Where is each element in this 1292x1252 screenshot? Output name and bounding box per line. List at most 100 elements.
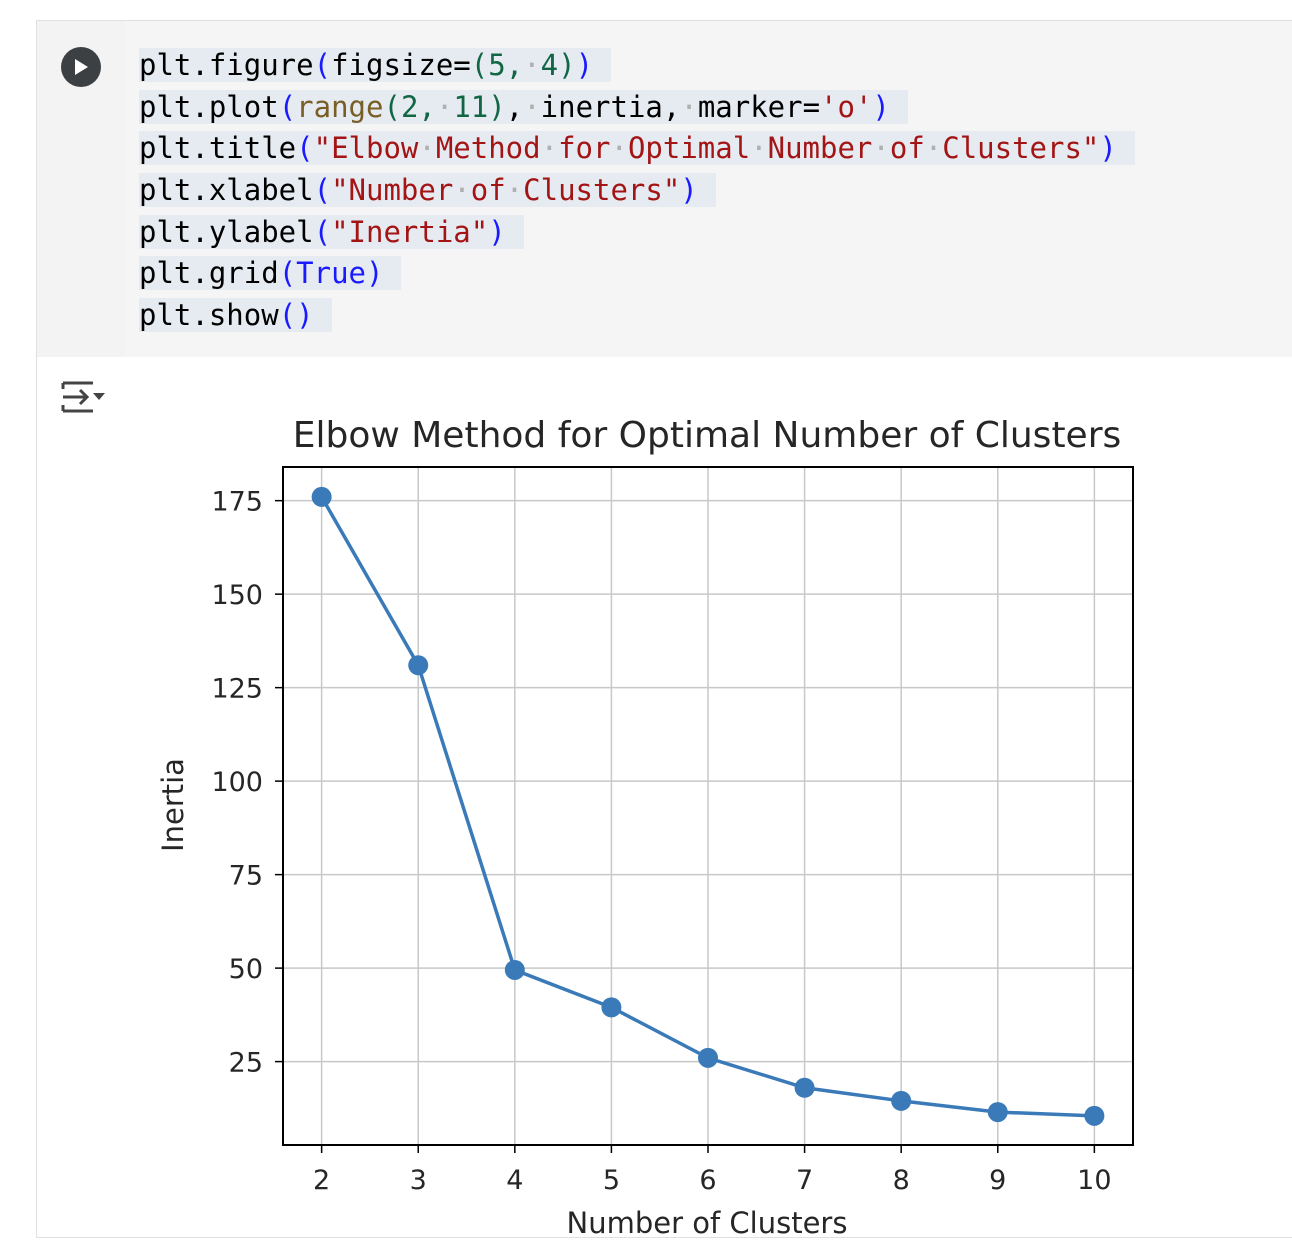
code-token: · — [453, 173, 471, 208]
code-token: ) — [366, 256, 384, 291]
code-token: 11 — [453, 89, 489, 124]
data-point — [794, 1077, 815, 1098]
data-point — [601, 997, 622, 1018]
data-point — [891, 1090, 912, 1111]
cell-gutter — [37, 21, 125, 357]
code-token: "Elbow — [313, 131, 419, 166]
x-axis-label: Number of Clusters — [567, 1206, 848, 1237]
code-token: "Inertia" — [331, 214, 489, 249]
code-token: of — [889, 131, 925, 166]
y-tick-label: 150 — [211, 580, 263, 611]
code-token: Clusters" — [523, 173, 681, 208]
data-point — [311, 486, 332, 507]
code-line[interactable]: plt.grid(True) — [139, 253, 1135, 295]
code-token: · — [418, 131, 436, 166]
y-tick-label: 50 — [229, 954, 263, 985]
code-token: for — [558, 131, 611, 166]
code-token: ( — [470, 48, 489, 82]
tick-labels: 2 3 4 5 6 7 8 9 10 25 50 75 100 125 150 175 — [211, 487, 1111, 1196]
code-token: ( — [313, 48, 332, 82]
elbow-chart: Elbow Method for Optimal Number of Clust… — [156, 415, 1134, 1240]
code-token: 5, — [488, 48, 524, 82]
code-token: ) — [488, 89, 506, 124]
code-line[interactable]: plt.figure(figsize=(5,·4)) — [139, 45, 1135, 87]
x-tick-label: 4 — [506, 1165, 523, 1196]
run-cell-button[interactable] — [61, 47, 101, 87]
code-line[interactable]: plt.ylabel("Inertia") — [139, 212, 1135, 254]
code-token: plt.title — [139, 131, 297, 166]
code-token: "Number — [331, 173, 454, 208]
data-markers — [311, 486, 1105, 1126]
output-area: Elbow Method for Optimal Number of Clust… — [37, 357, 1292, 1240]
code-line[interactable]: plt.title("Elbow·Method·for·Optimal·Numb… — [139, 128, 1135, 170]
output-toggle-button[interactable] — [59, 377, 107, 417]
code-token: ( — [296, 131, 314, 166]
code-token: · — [610, 131, 628, 166]
code-token: marker= — [697, 89, 821, 124]
code-line[interactable]: plt.plot(range(2,·11),·inertia,·marker='… — [139, 87, 1135, 129]
code-token: · — [750, 131, 768, 166]
x-tick-label: 9 — [989, 1165, 1006, 1196]
x-tick-label: 7 — [796, 1165, 813, 1196]
output-toggle-icon — [61, 381, 105, 413]
code-cell: plt.figure(figsize=(5,·4)) plt.plot(range… — [36, 20, 1292, 1240]
code-token: · — [523, 89, 541, 124]
grid-lines — [283, 467, 1133, 1145]
y-tick-label: 100 — [211, 767, 263, 798]
code-token: 'o' — [820, 89, 873, 124]
code-token: · — [435, 89, 454, 124]
code-token: Clusters" — [942, 131, 1100, 166]
code-token: 4 — [540, 48, 559, 82]
code-line[interactable]: plt.xlabel("Number·of·Clusters") — [139, 170, 1135, 212]
code-token: inertia, — [540, 89, 681, 124]
code-text[interactable]: plt.figure(figsize=(5,·4)) plt.plot(range… — [139, 45, 1135, 337]
code-token: Method — [435, 131, 541, 166]
data-point — [987, 1102, 1008, 1123]
data-point — [698, 1047, 718, 1068]
y-axis-label: Inertia — [156, 758, 190, 852]
x-tick-label: 3 — [410, 1165, 427, 1196]
code-token: plt.figure — [139, 48, 314, 82]
code-token: ( — [313, 214, 332, 249]
code-token: ( — [313, 173, 332, 208]
code-editor[interactable]: plt.figure(figsize=(5,·4)) plt.plot(range… — [125, 21, 1292, 357]
code-token: range — [296, 89, 384, 124]
code-token: True — [296, 256, 366, 291]
code-token: · — [680, 89, 698, 124]
code-token: , — [505, 89, 524, 124]
x-tick-label: 2 — [313, 1165, 330, 1196]
code-token: figsize= — [331, 48, 471, 82]
code-token: · — [872, 131, 890, 166]
y-tick-label: 25 — [229, 1048, 263, 1079]
code-token: · — [523, 48, 541, 82]
code-token: plt.plot — [139, 89, 279, 124]
axes — [275, 466, 1134, 1153]
data-point — [504, 959, 525, 980]
code-token: · — [924, 131, 943, 166]
code-token: ( — [278, 256, 297, 291]
code-token: ( — [278, 89, 297, 124]
data-point — [408, 655, 429, 676]
code-token: Optimal — [627, 131, 751, 166]
chart-title: Elbow Method for Optimal Number of Clust… — [293, 415, 1122, 456]
code-token: ) — [680, 173, 698, 208]
code-token: of — [470, 173, 506, 208]
code-token: ) — [1099, 131, 1117, 166]
code-token: plt.xlabel — [139, 173, 314, 208]
code-token: ( — [383, 89, 401, 124]
code-token: · — [540, 131, 559, 166]
code-token: 2, — [400, 89, 436, 124]
code-token: · — [505, 173, 524, 208]
play-icon — [75, 59, 88, 75]
code-token: plt.ylabel — [139, 214, 314, 249]
y-tick-label: 125 — [211, 674, 263, 705]
code-token: () — [278, 298, 314, 333]
code-token: plt.show — [139, 298, 279, 333]
code-token: ) — [872, 89, 890, 124]
x-tick-label: 6 — [699, 1165, 716, 1196]
x-tick-label: 5 — [603, 1165, 620, 1196]
x-tick-label: 10 — [1077, 1165, 1111, 1196]
data-point — [1084, 1105, 1105, 1126]
code-token: ) — [575, 48, 594, 82]
code-line[interactable]: plt.show() — [139, 295, 1135, 337]
